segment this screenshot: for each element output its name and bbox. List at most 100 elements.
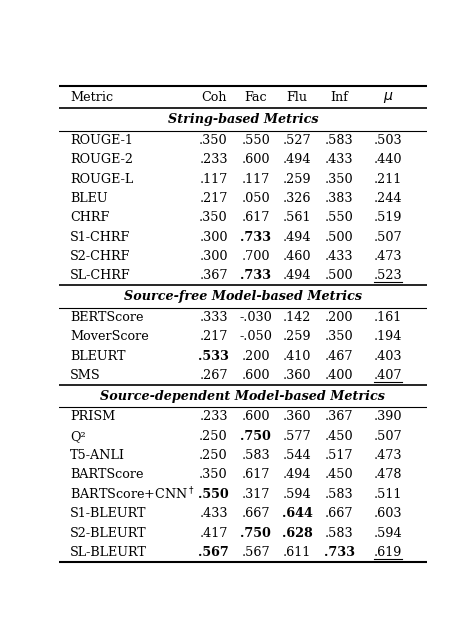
Text: Source-free Model-based Metrics: Source-free Model-based Metrics — [124, 290, 362, 303]
Text: .403: .403 — [374, 350, 402, 362]
Text: CHRF: CHRF — [70, 211, 109, 224]
Text: .667: .667 — [325, 507, 354, 520]
Text: .217: .217 — [200, 330, 228, 343]
Text: PRISM: PRISM — [70, 410, 116, 424]
Text: .244: .244 — [374, 192, 402, 205]
Text: .200: .200 — [325, 311, 354, 324]
Text: .267: .267 — [199, 369, 228, 382]
Text: .478: .478 — [374, 468, 402, 482]
Text: BLEURT: BLEURT — [70, 350, 126, 362]
Text: .360: .360 — [283, 369, 311, 382]
Text: S1-CHRF: S1-CHRF — [70, 231, 130, 243]
Text: SL-CHRF: SL-CHRF — [70, 269, 131, 282]
Text: .200: .200 — [242, 350, 270, 362]
Text: .350: .350 — [199, 134, 228, 147]
Text: .407: .407 — [374, 369, 402, 382]
Text: .600: .600 — [242, 369, 270, 382]
Text: .507: .507 — [374, 231, 402, 243]
Text: .250: .250 — [199, 430, 228, 443]
Text: .617: .617 — [242, 211, 270, 224]
Text: .494: .494 — [283, 231, 311, 243]
Text: .577: .577 — [283, 430, 311, 443]
Text: .600: .600 — [242, 410, 270, 424]
Text: Metric: Metric — [70, 91, 113, 104]
Text: .473: .473 — [374, 449, 402, 462]
Text: .326: .326 — [283, 192, 311, 205]
Text: .161: .161 — [374, 311, 402, 324]
Text: .350: .350 — [199, 211, 228, 224]
Text: .390: .390 — [374, 410, 402, 424]
Text: .410: .410 — [283, 350, 311, 362]
Text: Flu: Flu — [287, 91, 308, 104]
Text: .507: .507 — [374, 430, 402, 443]
Text: .494: .494 — [283, 154, 311, 166]
Text: .494: .494 — [283, 269, 311, 282]
Text: .619: .619 — [374, 546, 402, 559]
Text: .433: .433 — [325, 250, 354, 263]
Text: .233: .233 — [199, 410, 228, 424]
Text: .250: .250 — [199, 449, 228, 462]
Text: .450: .450 — [325, 468, 354, 482]
Text: .527: .527 — [283, 134, 311, 147]
Text: .367: .367 — [325, 410, 354, 424]
Text: .583: .583 — [325, 527, 354, 540]
Text: .433: .433 — [325, 154, 354, 166]
Text: -.030: -.030 — [239, 311, 272, 324]
Text: .211: .211 — [374, 173, 402, 185]
Text: .644: .644 — [282, 507, 313, 520]
Text: .117: .117 — [242, 173, 270, 185]
Text: .600: .600 — [242, 154, 270, 166]
Text: .550: .550 — [198, 488, 229, 501]
Text: .533: .533 — [198, 350, 229, 362]
Text: .217: .217 — [200, 192, 228, 205]
Text: .750: .750 — [240, 527, 271, 540]
Text: .733: .733 — [240, 269, 271, 282]
Text: String-based Metrics: String-based Metrics — [168, 113, 318, 126]
Text: MoverScore: MoverScore — [70, 330, 149, 343]
Text: .519: .519 — [374, 211, 402, 224]
Text: .583: .583 — [241, 449, 270, 462]
Text: .383: .383 — [325, 192, 354, 205]
Text: ROUGE-L: ROUGE-L — [70, 173, 134, 185]
Text: -.050: -.050 — [239, 330, 272, 343]
Text: .700: .700 — [242, 250, 270, 263]
Text: .500: .500 — [325, 269, 354, 282]
Text: .350: .350 — [199, 468, 228, 482]
Text: ROUGE-2: ROUGE-2 — [70, 154, 133, 166]
Text: .417: .417 — [200, 527, 228, 540]
Text: BLEU: BLEU — [70, 192, 108, 205]
Text: .561: .561 — [283, 211, 311, 224]
Text: .544: .544 — [283, 449, 311, 462]
Text: .360: .360 — [283, 410, 311, 424]
Text: .367: .367 — [199, 269, 228, 282]
Text: .503: .503 — [374, 134, 402, 147]
Text: .317: .317 — [242, 488, 270, 501]
Text: .259: .259 — [283, 330, 311, 343]
Text: .350: .350 — [325, 173, 354, 185]
Text: .603: .603 — [374, 507, 402, 520]
Text: .511: .511 — [374, 488, 402, 501]
Text: .583: .583 — [325, 488, 354, 501]
Text: .259: .259 — [283, 173, 311, 185]
Text: S2-CHRF: S2-CHRF — [70, 250, 131, 263]
Text: $\mu$: $\mu$ — [383, 90, 393, 105]
Text: .117: .117 — [200, 173, 228, 185]
Text: .467: .467 — [325, 350, 354, 362]
Text: .550: .550 — [325, 211, 354, 224]
Text: Source-dependent Model-based Metrics: Source-dependent Model-based Metrics — [100, 390, 385, 403]
Text: .233: .233 — [199, 154, 228, 166]
Text: SL-BLEURT: SL-BLEURT — [70, 546, 147, 559]
Text: Fac: Fac — [245, 91, 267, 104]
Text: .433: .433 — [199, 507, 228, 520]
Text: BARTScore: BARTScore — [70, 468, 144, 482]
Text: .523: .523 — [374, 269, 402, 282]
Text: .583: .583 — [325, 134, 354, 147]
Text: .300: .300 — [199, 231, 228, 243]
Text: S1-BLEURT: S1-BLEURT — [70, 507, 147, 520]
Text: .594: .594 — [283, 488, 311, 501]
Text: .440: .440 — [374, 154, 402, 166]
Text: .750: .750 — [240, 430, 271, 443]
Text: .567: .567 — [198, 546, 229, 559]
Text: BERTScore: BERTScore — [70, 311, 144, 324]
Text: .628: .628 — [282, 527, 313, 540]
